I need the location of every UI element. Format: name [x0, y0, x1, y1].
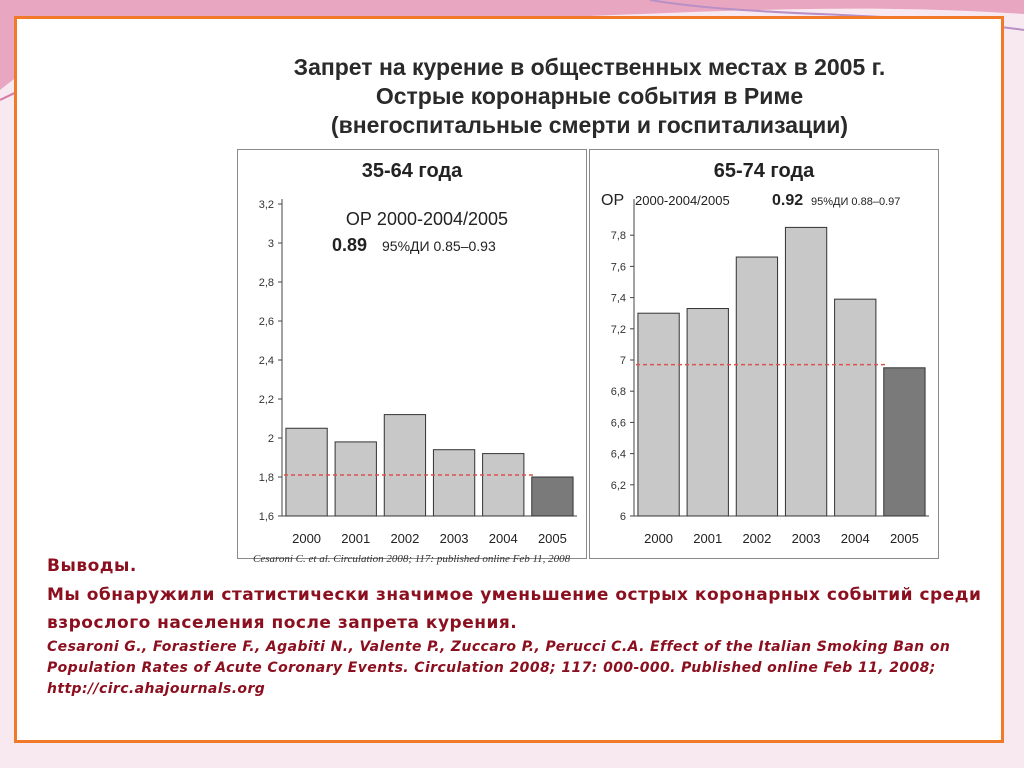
chart-panel-65-74: 65-74 года 6 6,2 6,4 6,6 6,8 7 7,2 7,4 7,6 7,8 2000… [589, 149, 939, 559]
y-tick-label: 2,4 [259, 355, 274, 367]
bar-2005 [883, 367, 926, 517]
x-category-label: 2001 [341, 531, 370, 546]
conclusions-block: Выводы. Мы обнаружили статистически знач… [47, 555, 997, 700]
annotation-rr-value: 0.89 [332, 235, 367, 255]
y-tick-label: 6,2 [611, 480, 626, 492]
chart-panel-35-64: 35-64 года 1,6 1,8 2 2,2 2,4 2,6 2,8 3 3,2 2000 200… [237, 149, 587, 559]
bar-2001 [334, 441, 377, 517]
x-category-label: 2004 [841, 531, 870, 546]
bar-2002 [383, 414, 427, 517]
panel-heading: 35-64 года [362, 160, 463, 182]
x-category-label: 2000 [644, 531, 673, 546]
x-category-label: 2002 [742, 531, 771, 546]
y-tick-label: 6,8 [611, 386, 626, 398]
annotation-rr-prefix: ОР [601, 192, 624, 209]
bar-2003 [432, 449, 476, 517]
y-tick-label: 7,8 [611, 230, 626, 242]
y-tick-label: 7,4 [611, 293, 626, 305]
y-tick-label: 6,4 [611, 449, 626, 461]
x-category-label: 2002 [390, 531, 419, 546]
figure-title-line-2: Острые коронарные события в Риме [375, 83, 804, 109]
bar-2000 [285, 427, 328, 517]
x-category-label: 2003 [792, 531, 821, 546]
bar-2004 [482, 453, 525, 517]
annotation-rr-label: 2000-2004/2005 [635, 193, 730, 208]
y-tick-label: 7 [620, 355, 626, 367]
x-category-label: 2004 [489, 531, 518, 546]
y-tick-label: 3,2 [259, 199, 274, 211]
bar-2005 [531, 476, 574, 517]
annotation-rr-value: 0.92 [772, 192, 803, 209]
figure-title-line-1: Запрет на курение в общественных местах … [293, 54, 886, 80]
y-tick-label: 3 [268, 238, 274, 250]
x-category-label: 2000 [292, 531, 321, 546]
y-tick-label: 7,2 [611, 324, 626, 336]
y-tick-label: 7,6 [611, 261, 626, 273]
y-tick-label: 6 [620, 511, 626, 523]
conclusions-heading: Выводы. [47, 556, 137, 576]
annotation-ci: 95%ДИ 0.85–0.93 [382, 238, 496, 254]
y-tick-label: 2 [268, 433, 274, 445]
chart-35-64: 35-64 года 1,6 1,8 2 2,2 2,4 2,6 2,8 3 3,2 2000 200… [237, 149, 587, 559]
y-tick-label: 2,2 [259, 394, 274, 406]
figure: Запрет на курение в общественных местах … [237, 49, 942, 569]
x-category-label: 2005 [538, 531, 567, 546]
conclusions-body: Мы обнаружили статистически значимое уме… [47, 585, 982, 633]
figure-title-line-3: (внегоспитальные смерти и госпитализации… [330, 112, 849, 138]
bar-2001 [686, 308, 729, 517]
y-tick-label: 1,8 [259, 472, 274, 484]
x-category-label: 2005 [890, 531, 919, 546]
annotation-ci: 95%ДИ 0.88–0.97 [811, 196, 900, 208]
figure-source-note: Cesaroni C. et al. Circulation 2008; 117… [253, 553, 571, 565]
y-tick-label: 2,6 [259, 316, 274, 328]
annotation-rr-label: ОР 2000-2004/2005 [346, 209, 508, 229]
x-category-label: 2001 [693, 531, 722, 546]
y-tick-label: 6,6 [611, 417, 626, 429]
y-tick-label: 1,6 [259, 511, 274, 523]
bar-2004 [834, 298, 877, 517]
slide-frame: Запрет на курение в общественных местах … [14, 16, 1004, 743]
bar-2000 [637, 312, 680, 517]
y-tick-label: 2,8 [259, 277, 274, 289]
panel-heading: 65-74 года [714, 160, 815, 182]
bar-2003 [784, 226, 828, 517]
x-category-label: 2003 [440, 531, 469, 546]
reference-citation: Cesaroni G., Forastiere F., Agabiti N., … [47, 639, 951, 697]
chart-65-74: 65-74 года 6 6,2 6,4 6,6 6,8 7 7,2 7,4 7,6 7,8 2000… [589, 149, 939, 559]
bar-2002 [735, 256, 779, 517]
